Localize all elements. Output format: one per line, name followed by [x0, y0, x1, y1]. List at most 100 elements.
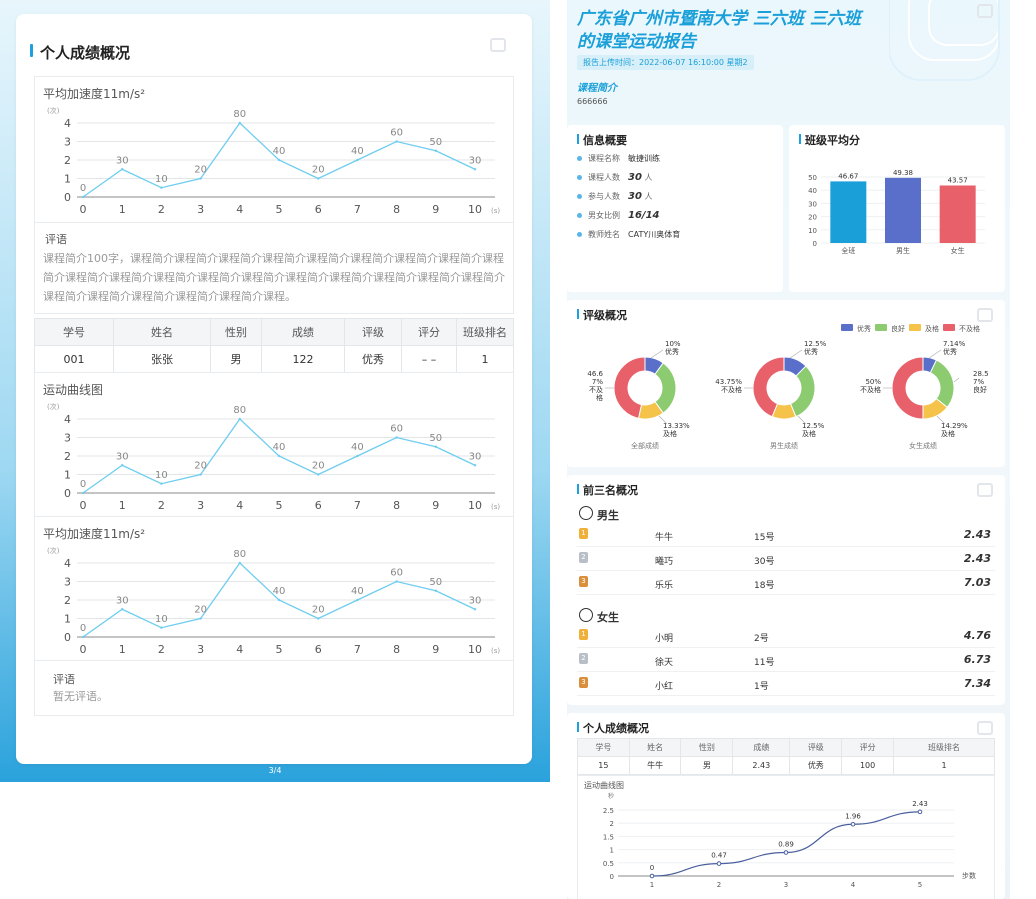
callout-fail: 不及格	[721, 385, 742, 394]
callout-fail: 不及	[589, 386, 603, 394]
page-number: 3/4	[268, 766, 282, 775]
data-label: 20	[312, 165, 325, 176]
header-cell: 姓名	[113, 318, 211, 346]
legend-swatch	[943, 324, 955, 331]
info-row-course-size: 课程人数 30 人	[577, 172, 652, 183]
rating-donut-charts: 优秀 良好 及格 不及格全部成绩10%优秀46.67%不及格13.33%及格男生成绩1…	[587, 324, 989, 450]
y-tick-label: 2	[610, 820, 614, 828]
section-title: 个人成绩概况	[29, 44, 131, 62]
data-label: 80	[233, 549, 246, 560]
y-tick-label: 20	[808, 214, 817, 222]
donut-slice	[613, 356, 646, 419]
info-heading: 信息概要	[577, 134, 627, 147]
list-item: 1 小明 2号 4.76	[577, 625, 995, 648]
student-name: 乐乐	[655, 581, 674, 591]
data-label: 50	[429, 137, 442, 148]
x-tick-label: 7	[354, 643, 361, 656]
student-number: 15号	[754, 533, 775, 543]
data-label: 50	[429, 433, 442, 444]
data-point	[434, 149, 437, 152]
callout-line	[789, 349, 803, 359]
student-name: 曦巧	[655, 557, 674, 567]
info-label: 教师姓名	[588, 230, 620, 239]
male-group-label: 男生	[597, 509, 619, 522]
personal-curve-card: 运动曲线图 秒 0 0.5 1 1.5 2 2.5 1 2 3 4 5 步数 0 0.47 0.89 1.96 2…	[577, 775, 995, 899]
x-tick-label: 2	[717, 881, 721, 889]
y-tick-label: 3	[64, 432, 71, 445]
y-tick-label: 40	[808, 187, 817, 195]
x-tick-label: 10	[468, 499, 482, 512]
curve-title: 运动曲线图	[584, 781, 624, 790]
list-item: 1 牛牛 15号 2.43	[577, 524, 995, 547]
data-label: 20	[194, 605, 207, 616]
info-value: 30	[628, 191, 642, 202]
student-score: 6.73	[963, 653, 991, 666]
y-tick-label: 2	[64, 154, 71, 167]
info-summary-card: 信息概要 课程名称 敏捷训练 课程人数 30 人 参与人数 30 人 男女比例 16/1…	[567, 125, 783, 292]
x-unit-label: (s)	[491, 207, 500, 215]
data-point	[473, 464, 477, 467]
data-label: 10	[155, 470, 168, 481]
x-tick-label: 全班	[841, 246, 855, 255]
report-title-line2: 的课堂运动报告	[577, 32, 696, 52]
x-tick-label: 10	[468, 203, 482, 216]
comment-body: 课程简介100字，课程简介课程简介课程简介课程简介课程简介课程简介课程简介课程简…	[43, 252, 505, 303]
course-text: 666666	[577, 97, 608, 106]
x-tick-label: 9	[432, 499, 439, 512]
table-row: 001 张张 男 122 优秀 – – 1	[34, 345, 514, 373]
x-tick-label: 8	[393, 203, 400, 216]
info-value: 敏捷训练	[628, 154, 660, 163]
comment-heading: 评语	[45, 233, 67, 246]
male-avatar-icon	[579, 506, 593, 520]
rank-medal-icon: 1	[579, 629, 588, 640]
y-tick-label: 4	[64, 413, 71, 426]
student-number: 30号	[754, 557, 775, 567]
data-point	[81, 195, 85, 199]
logo-icon	[977, 4, 993, 18]
data-point	[160, 482, 163, 485]
header-cell: 评分	[401, 318, 457, 346]
table-header-row: 学号 姓名 性别 成绩 评级 评分 班级排名	[34, 318, 514, 346]
data-point	[317, 177, 320, 180]
y-tick-label: 0.5	[603, 860, 614, 868]
callout-pass: 13.33%	[663, 422, 690, 430]
data-label: 80	[233, 405, 246, 416]
x-unit-label: (s)	[491, 647, 500, 655]
info-value: 16/14	[628, 210, 660, 221]
info-label: 课程名称	[588, 154, 620, 163]
x-tick-label: 女生	[951, 246, 965, 255]
rank-medal-icon: 2	[579, 552, 588, 563]
table-cell: 牛牛	[628, 756, 682, 775]
data-label: 2.43	[912, 800, 928, 808]
data-label: 20	[194, 461, 207, 472]
callout-fail: 格	[596, 393, 603, 402]
callout-excellent: 优秀	[804, 347, 818, 356]
y-tick-label: 1	[64, 469, 71, 482]
comment-body: 暂无评语。	[53, 690, 108, 703]
data-label: 20	[312, 461, 325, 472]
y-tick-label: 0	[64, 631, 71, 644]
data-point	[121, 168, 124, 171]
rating-heading: 评级概况	[577, 309, 627, 322]
logo-icon	[977, 308, 993, 322]
callout-line	[928, 349, 942, 359]
x-tick-label: 2	[158, 643, 165, 656]
class-average-card: 班级平均分 0 10 20 30 40 50 46.67 全班 49.38 男生 43.57 女生	[789, 125, 1005, 292]
data-point	[81, 635, 85, 639]
x-tick-label: 6	[315, 499, 322, 512]
header-cell: 成绩	[732, 738, 791, 757]
x-tick-label: 8	[393, 643, 400, 656]
header-cell: 评级	[344, 318, 402, 346]
data-point	[434, 445, 437, 448]
x-tick-label: 0	[80, 203, 87, 216]
header-cell: 班级排名	[893, 738, 995, 757]
data-label: 20	[194, 165, 207, 176]
data-label: 30	[469, 451, 482, 462]
x-tick-label: 1	[650, 881, 654, 889]
data-point	[356, 158, 359, 162]
student-name: 徐天	[655, 658, 674, 668]
y-tick-label: 1	[610, 847, 614, 855]
info-label: 课程人数	[588, 173, 620, 182]
student-score: 7.34	[963, 677, 991, 690]
